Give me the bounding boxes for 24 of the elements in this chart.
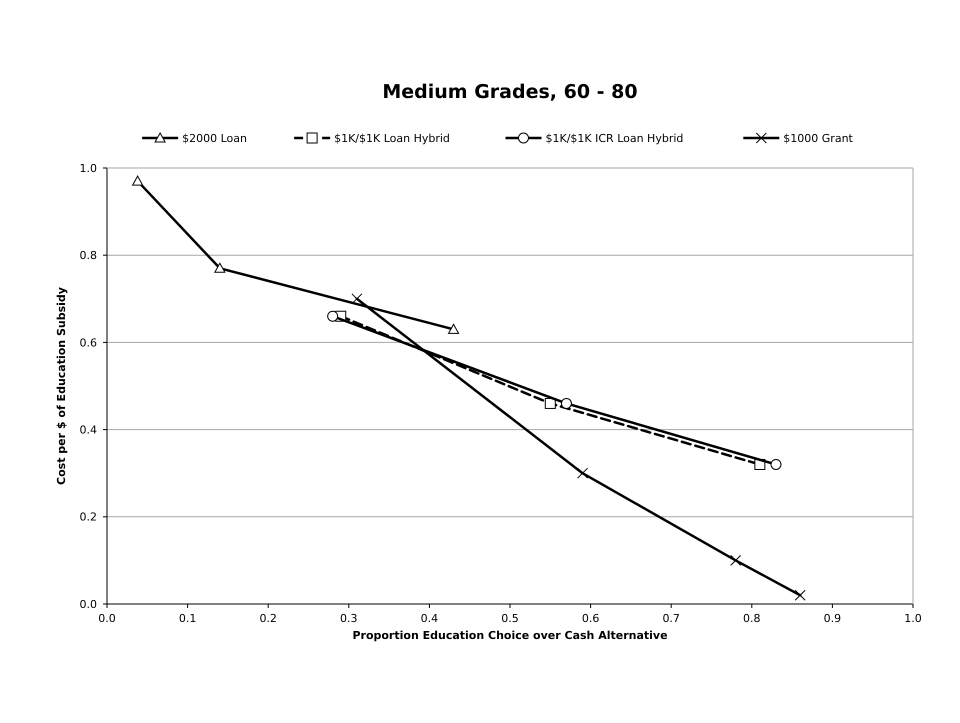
x-axis-title: Proportion Education Choice over Cash Alternative xyxy=(352,629,668,642)
x-tick-label: 0.2 xyxy=(259,612,277,625)
y-tick-label: 1.0 xyxy=(80,162,97,175)
x-tick-label: 1.0 xyxy=(904,612,922,625)
x-tick-label: 0.3 xyxy=(340,612,358,625)
x-tick-label: 0.7 xyxy=(662,612,680,625)
x-tick-label: 0.6 xyxy=(582,612,600,625)
legend-label: $1K/$1K Loan Hybrid xyxy=(334,132,450,145)
legend-label: $1000 Grant xyxy=(783,132,854,145)
x-tick-label: 0.0 xyxy=(98,612,116,625)
y-tick-label: 0.2 xyxy=(80,510,97,524)
y-tick-label: 0.8 xyxy=(80,249,97,262)
y-tick-label: 0.0 xyxy=(80,598,97,611)
y-tick-label: 0.4 xyxy=(80,423,97,436)
x-tick-label: 0.4 xyxy=(420,612,438,625)
y-tick-label: 0.6 xyxy=(80,336,97,350)
legend-label: $1K/$1K ICR Loan Hybrid xyxy=(546,132,684,145)
y-axis-title: Cost per $ of Education Subsidy xyxy=(55,287,68,485)
x-tick-label: 0.1 xyxy=(178,612,196,625)
x-tick-label: 0.8 xyxy=(743,612,761,625)
chart-title: Medium Grades, 60 - 80 xyxy=(382,81,638,103)
legend-label: $2000 Loan xyxy=(182,132,247,145)
x-tick-label: 0.9 xyxy=(824,612,842,625)
x-tick-label: 0.5 xyxy=(501,612,519,625)
